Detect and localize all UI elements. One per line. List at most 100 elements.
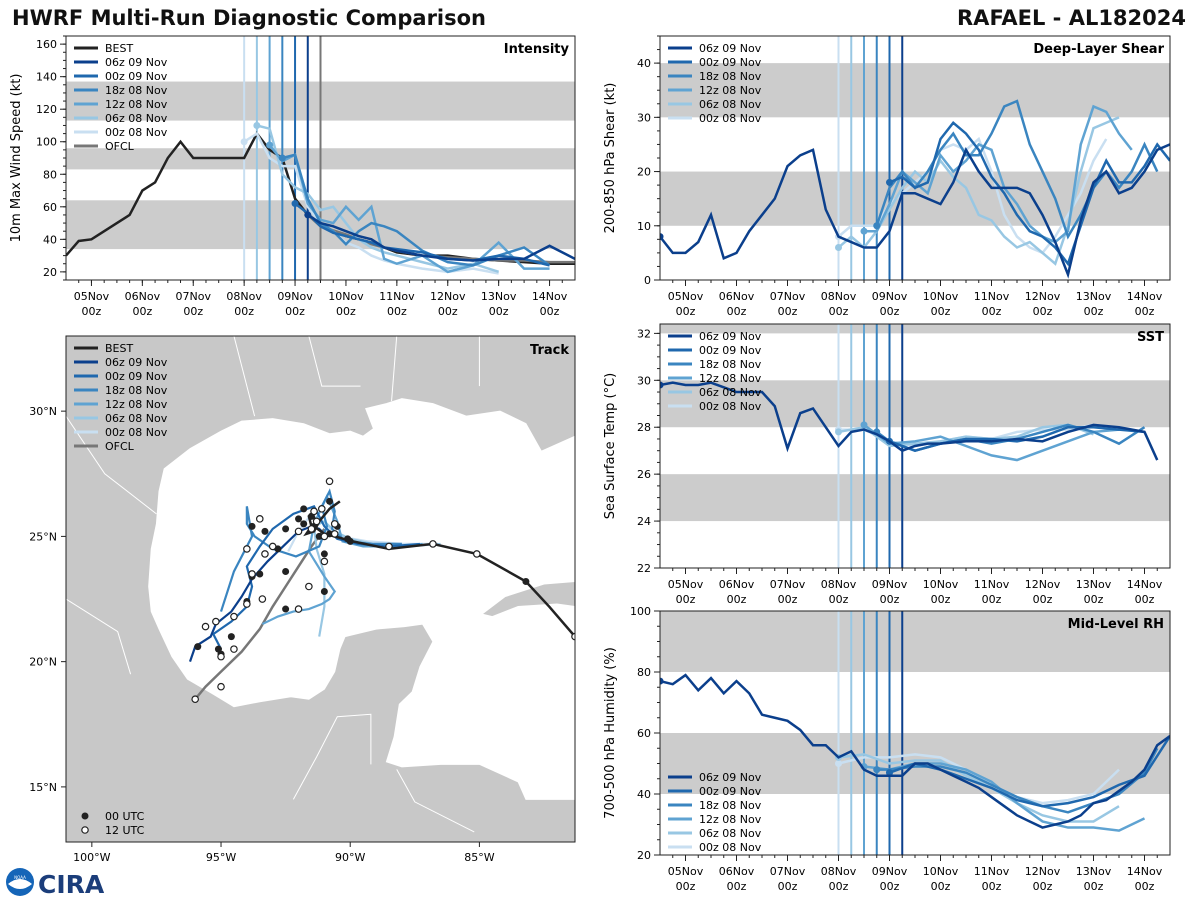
sst-x-tick-sublabel: 00z	[778, 593, 798, 606]
sst-legend-label: 00z 09 Nov	[699, 344, 762, 357]
sst-legend-label: 06z 09 Nov	[699, 330, 762, 343]
intensity-y-tick-label: 40	[43, 233, 57, 246]
track-point-12utc	[305, 582, 313, 591]
track-point-12utc	[294, 605, 303, 613]
rh-x-tick-sublabel: 00z	[1135, 880, 1155, 893]
sst-series-line	[889, 425, 1145, 453]
shear-x-tick-label: 05Nov	[668, 290, 704, 303]
panel-intensity: 20 40 60 80 100 120 140 160 05Nov 00z 06Nov 00z 07No…	[9, 35, 576, 318]
rh-x-tick-label: 12Nov	[1025, 865, 1061, 878]
track-point-12utc	[330, 530, 339, 538]
track-border-line	[66, 598, 132, 675]
track-point-00utc	[282, 567, 290, 575]
sst-x-tick-label: 12Nov	[1025, 578, 1061, 591]
intensity-y-tick-label: 60	[43, 201, 57, 214]
sst-x-tick-label: 07Nov	[770, 578, 806, 591]
rh-x-tick-label: 06Nov	[719, 865, 755, 878]
intensity-title: Intensity	[504, 42, 570, 57]
sst-x-tick-sublabel: 00z	[829, 593, 849, 606]
track-point-00utc	[282, 605, 290, 613]
rh-y-tick-label: 60	[637, 727, 651, 740]
intensity-x-tick-label: 06Nov	[125, 290, 161, 303]
track-point-12utc	[243, 600, 251, 608]
shear-series-line	[660, 143, 1170, 279]
intensity-x-tick-sublabel: 00z	[489, 305, 509, 318]
shear-series-start-point	[886, 178, 893, 186]
sst-x-tick-label: 10Nov	[923, 578, 959, 591]
track-border-line	[233, 336, 256, 417]
rh-series-start-point	[835, 760, 842, 767]
track-point-12utc	[261, 550, 269, 558]
track-y-tick-label: 30°N	[29, 405, 57, 418]
sst-x-tick-sublabel: 00z	[1033, 593, 1053, 606]
sst-x-tick-label: 08Nov	[821, 578, 857, 591]
shear-x-tick-sublabel: 00z	[1033, 305, 1053, 318]
sst-series-start-point	[860, 421, 868, 429]
track-legend-label: BEST	[105, 342, 133, 355]
track-point-12utc	[217, 682, 225, 691]
rh-series-line	[660, 673, 1170, 829]
shear-threshold-band	[660, 171, 1170, 226]
rh-x-tick-label: 11Nov	[974, 865, 1010, 878]
track-point-12utc	[312, 517, 321, 526]
rh-x-tick-label: 14Nov	[1127, 865, 1163, 878]
intensity-legend-label: 06z 08 Nov	[105, 112, 168, 125]
sst-x-tick-sublabel: 00z	[676, 593, 696, 606]
intensity-y-label: 10m Max Wind Speed (kt)	[9, 74, 24, 243]
track-point-12utc	[268, 542, 277, 551]
shear-y-tick-label: 20	[637, 166, 651, 179]
intensity-x-tick-label: 09Nov	[277, 290, 313, 303]
intensity-series-start-point	[266, 141, 274, 149]
intensity-x-tick-sublabel: 00z	[82, 305, 102, 318]
intensity-legend-label: 12z 08 Nov	[105, 98, 168, 111]
utc00-marker	[81, 812, 89, 820]
intensity-x-tick-label: 11Nov	[379, 290, 415, 303]
track-point-00utc	[282, 525, 290, 533]
shear-y-label: 200-850 hPa Shear (kt)	[603, 83, 618, 234]
shear-series-start-point	[873, 222, 881, 230]
track-point-00utc	[315, 532, 323, 540]
shear-x-tick-sublabel: 00z	[1084, 305, 1104, 318]
track-legend-label: 06z 09 Nov	[105, 356, 168, 369]
rh-x-tick-sublabel: 00z	[778, 880, 798, 893]
sst-x-tick-sublabel: 00z	[931, 593, 951, 606]
rh-legend-label: 18z 08 Nov	[699, 799, 762, 812]
track-point-00utc	[320, 588, 328, 596]
sst-x-tick-label: 14Nov	[1127, 578, 1163, 591]
track-legend-label: 00z 09 Nov	[105, 370, 168, 383]
intensity-y-tick-label: 80	[43, 168, 57, 181]
intensity-x-tick-sublabel: 00z	[285, 305, 305, 318]
utc00-label: 00 UTC	[105, 810, 145, 823]
track-ofcl-line	[194, 528, 326, 701]
track-point-12utc	[230, 645, 238, 653]
track-point-00utc	[320, 550, 328, 558]
intensity-y-tick-label: 100	[36, 136, 57, 149]
sst-y-label: Sea Surface Temp (°C)	[603, 373, 618, 520]
shear-x-tick-label: 08Nov	[821, 290, 857, 303]
sst-legend-label: 18z 08 Nov	[699, 358, 762, 371]
track-point-12utc	[429, 540, 437, 548]
rh-y-tick-label: 40	[637, 788, 651, 801]
rh-series-start-point	[873, 766, 881, 774]
shear-series-start-point	[835, 243, 842, 251]
shear-x-tick-label: 06Nov	[719, 290, 755, 303]
intensity-x-tick-label: 05Nov	[74, 290, 110, 303]
track-point-12utc	[191, 695, 199, 704]
sst-x-tick-label: 11Nov	[974, 578, 1010, 591]
track-point-00utc	[344, 535, 352, 543]
shear-series-start-point	[860, 227, 868, 235]
rh-x-tick-label: 07Nov	[770, 865, 806, 878]
rh-x-tick-sublabel: 00z	[676, 880, 696, 893]
rh-x-tick-sublabel: 00z	[880, 880, 900, 893]
shear-x-tick-label: 10Nov	[923, 290, 959, 303]
sst-plot-area	[660, 324, 1170, 568]
rh-plot-area	[660, 611, 1170, 855]
rh-series-start-point	[660, 677, 664, 685]
track-point-12utc	[248, 570, 256, 578]
intensity-plot-area	[66, 36, 575, 280]
sst-series-line	[660, 381, 1159, 461]
